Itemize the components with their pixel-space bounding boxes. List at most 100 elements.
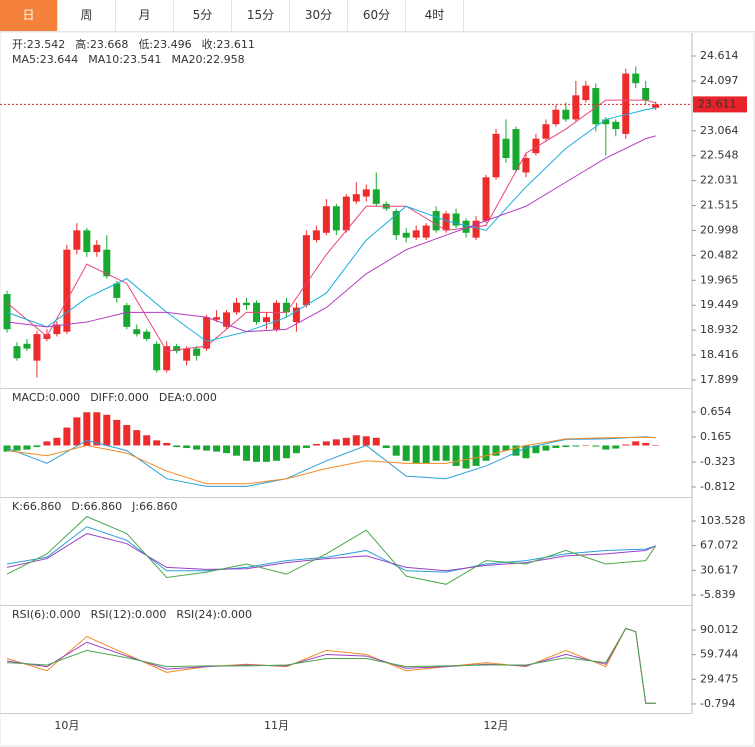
candle-body: [322, 206, 330, 233]
period-tab[interactable]: 15分: [232, 0, 290, 31]
macd-bar: [282, 445, 290, 459]
macd-bar: [362, 436, 370, 446]
candle-body: [63, 249, 71, 332]
macd-bar: [83, 412, 91, 446]
candle-body: [312, 230, 320, 241]
candle-body: [642, 88, 650, 101]
macd-bar: [552, 445, 560, 449]
candle-body: [462, 220, 470, 233]
macd-bar: [262, 445, 270, 462]
candle-body: [602, 119, 610, 125]
y-tick-label: 22.031: [700, 174, 739, 187]
candle-body: [23, 343, 31, 349]
legend-label: RSI(12):: [91, 608, 135, 621]
candle-body: [572, 95, 580, 120]
macd-bar: [632, 441, 640, 446]
legend-label: DIFF:: [90, 391, 117, 404]
period-tab[interactable]: 60分: [348, 0, 406, 31]
y-tick-label: 0.165: [700, 430, 732, 443]
candle-body: [113, 283, 121, 298]
macd-bar: [103, 414, 111, 446]
legend-value: 0.000: [117, 391, 149, 404]
y-tick-label: 18.932: [700, 323, 739, 336]
macd-bar: [322, 441, 330, 446]
macd-bar: [412, 445, 420, 464]
period-tab[interactable]: 4时: [406, 0, 464, 31]
y-tick-label: 19.965: [700, 273, 739, 286]
period-tab[interactable]: 30分: [290, 0, 348, 31]
y-tick-label: 90.012: [700, 623, 739, 636]
candle-body: [442, 213, 450, 231]
candle-body: [372, 189, 380, 204]
candle-body: [512, 129, 520, 171]
legend-value: 23.541: [123, 53, 162, 66]
legend-label: K:: [12, 500, 23, 513]
candle-body: [632, 73, 640, 84]
macd-bar: [442, 445, 450, 461]
macd-bar: [402, 445, 410, 461]
macd-bar: [253, 445, 260, 462]
legend-label: 收:: [202, 37, 217, 51]
y-tick-label: 67.072: [700, 539, 739, 552]
candle-body: [612, 121, 620, 130]
candle-body: [542, 124, 550, 139]
candle-body: [562, 109, 570, 120]
candle-body: [532, 138, 540, 154]
candle-body: [83, 230, 91, 253]
x-tick-label: 12月: [484, 719, 509, 732]
macd-bar: [382, 445, 390, 449]
y-tick-label: 20.998: [700, 223, 739, 236]
indicator-line: [6, 627, 656, 704]
macd-bar: [73, 417, 81, 446]
legend-value: 0.000: [49, 391, 81, 404]
macd-bar: [602, 445, 610, 450]
period-tab[interactable]: 5分: [174, 0, 232, 31]
candle-body: [133, 329, 141, 335]
macd-bar: [352, 435, 360, 446]
legend-label: RSI(24):: [176, 608, 220, 621]
macd-bar: [13, 445, 21, 451]
y-tick-label: 17.899: [700, 373, 739, 386]
candle-body: [203, 317, 211, 349]
candle-body: [412, 230, 420, 238]
period-tab[interactable]: 月: [116, 0, 174, 31]
period-tab[interactable]: 周: [58, 0, 116, 31]
indicator-line: [6, 436, 656, 487]
y-tick-label: 24.097: [700, 74, 739, 87]
y-tick-label: -0.812: [700, 480, 735, 493]
candle-body: [452, 213, 460, 226]
macd-bar: [312, 443, 320, 446]
macd-bar: [133, 430, 141, 446]
macd-bar: [302, 445, 310, 449]
candle-body: [522, 158, 530, 173]
candle-body: [153, 343, 161, 371]
macd-bar: [542, 445, 550, 451]
macd-bar: [183, 445, 191, 449]
legend-value: 23.668: [90, 38, 129, 51]
candle-body: [282, 302, 290, 313]
legend-value: 23.611: [216, 38, 255, 51]
candle-body: [243, 302, 251, 306]
current-price-label: 23.611: [698, 97, 737, 110]
macd-bar: [63, 427, 71, 446]
candle-body: [93, 244, 101, 253]
y-tick-label: -0.323: [700, 455, 735, 468]
candle-body: [272, 302, 280, 330]
legend-label: D:: [71, 500, 83, 513]
macd-bar: [432, 445, 440, 461]
macd-bar: [482, 445, 490, 461]
macd-bar: [23, 445, 31, 450]
legend-label: DEA:: [159, 391, 185, 404]
macd-bar: [422, 445, 430, 464]
macd-bar: [163, 442, 171, 446]
legend-label: 高:: [75, 37, 90, 51]
period-tab[interactable]: 日: [0, 0, 58, 31]
candle-body: [143, 331, 151, 339]
y-tick-label: 103.528: [700, 514, 746, 527]
macd-bar: [113, 419, 121, 446]
macd-bar: [512, 445, 520, 456]
candle-body: [213, 317, 221, 320]
y-tick-label: 30.617: [700, 563, 739, 576]
indicator-line: [6, 135, 656, 333]
macd-bar: [592, 445, 600, 447]
